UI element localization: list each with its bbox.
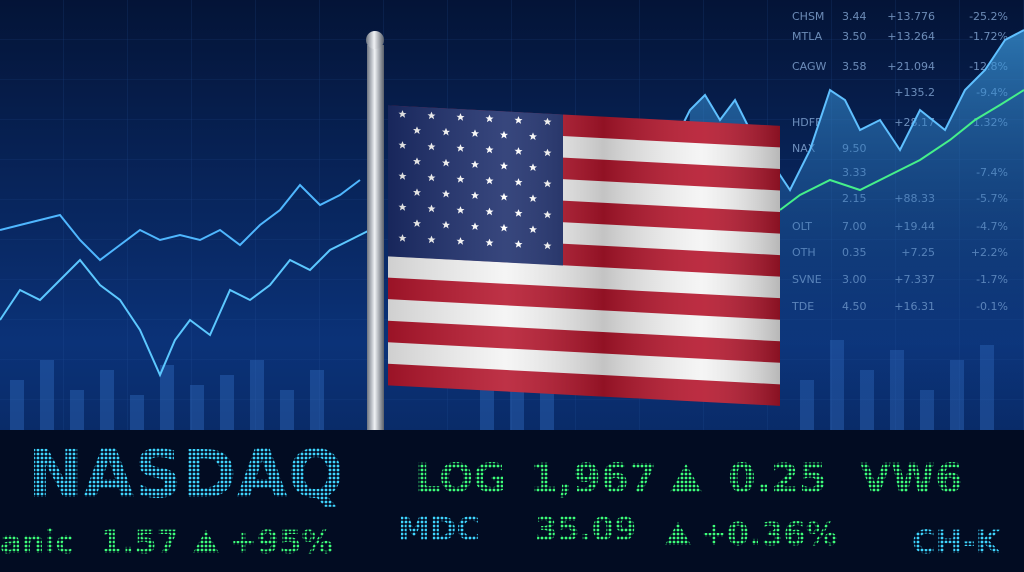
quote-cell: +135.2 xyxy=(894,86,935,99)
quote-cell: +13.776 xyxy=(887,10,935,23)
ticker-text: MDC xyxy=(398,510,480,548)
ticker-text: anic xyxy=(0,523,74,561)
ticker-text: +0.36% xyxy=(700,515,838,553)
ticker-text: 1.57 xyxy=(100,523,179,561)
quote-cell: +21.094 xyxy=(887,60,935,73)
quote-cell: -1.72% xyxy=(969,30,1008,43)
ticker-text: 0.25 xyxy=(728,456,827,502)
quote-cell: CHSM xyxy=(792,10,824,23)
ticker-text: LOG xyxy=(415,456,506,502)
up-arrow xyxy=(665,522,691,545)
ticker-band xyxy=(0,430,1024,572)
quote-cell: HDFF xyxy=(792,116,821,129)
quote-cell: -25.2% xyxy=(969,10,1008,23)
ticker-text: 1,967 xyxy=(530,456,657,502)
quote-cell: +13.264 xyxy=(887,30,935,43)
quote-cell: 3.58 xyxy=(842,60,867,73)
up-arrow xyxy=(670,464,702,492)
flagpole-finial xyxy=(366,31,384,49)
ticker-text: VW6 xyxy=(860,456,963,502)
ticker-text: CH-K xyxy=(912,523,1002,561)
quote-cell: 3.50 xyxy=(842,30,867,43)
ticker-text: NASDAQ xyxy=(28,436,344,513)
ticker-text: +95% xyxy=(230,523,333,561)
ticker-text: 35.09 xyxy=(535,510,636,548)
quote-cell: CAGW xyxy=(792,60,827,73)
quote-cell: MTLA xyxy=(792,30,823,43)
ticker: NASDAQ LOG 1,967 0.25 VW6 anic 1.57 +95%… xyxy=(0,436,1002,561)
flag xyxy=(388,105,780,406)
quote-cell: 3.44 xyxy=(842,10,867,23)
up-arrow xyxy=(193,530,219,553)
